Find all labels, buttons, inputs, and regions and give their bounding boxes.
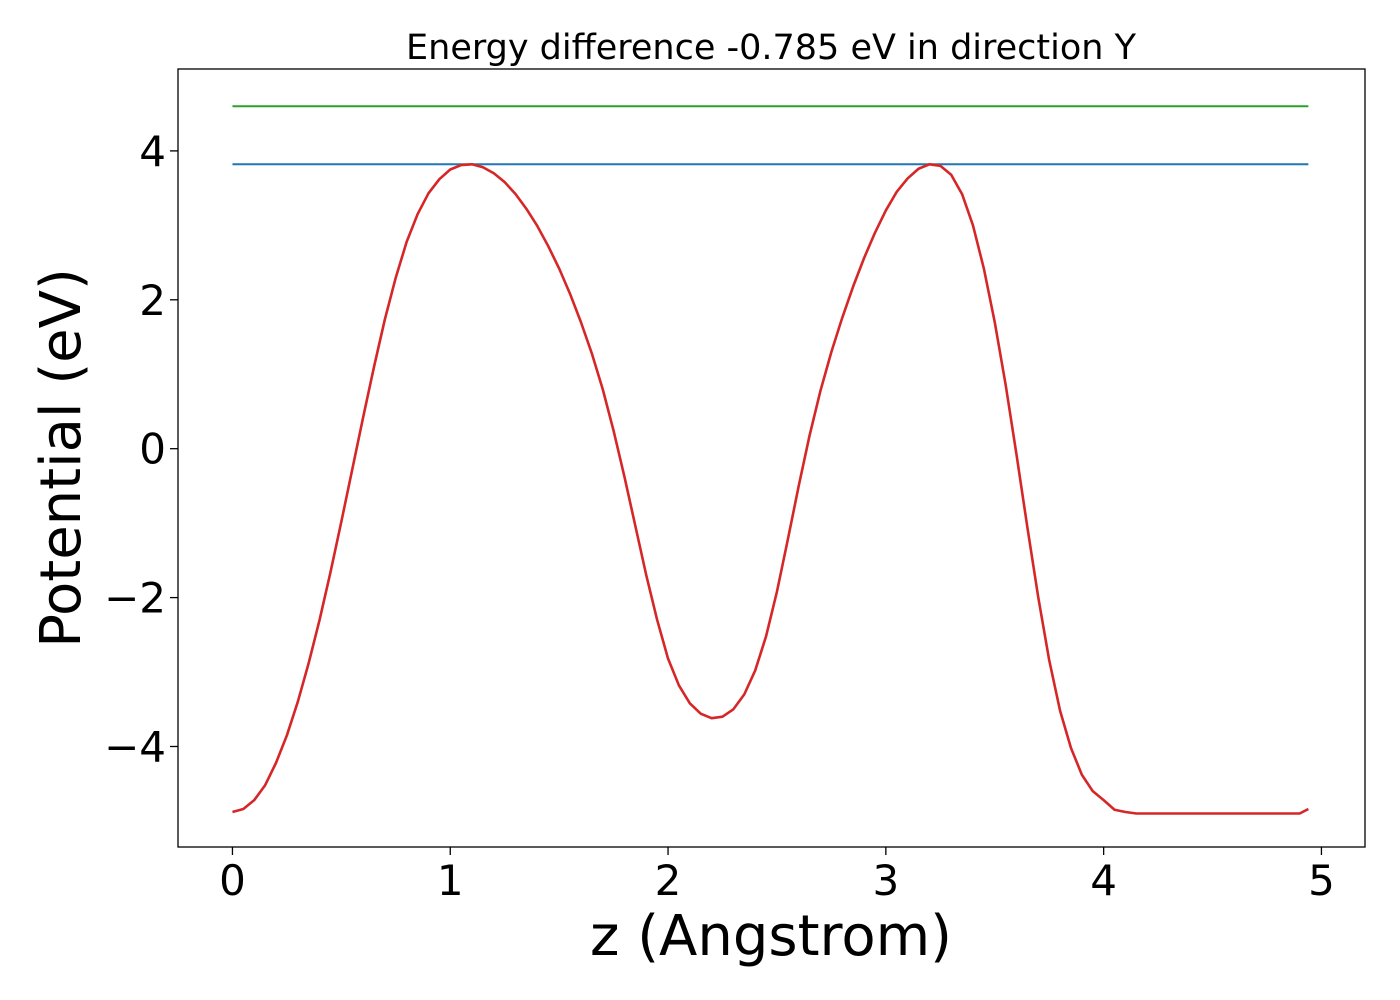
y-axis-title: Potential (eV) [29,268,94,648]
y-ticks: −4 −2 0 2 4 [104,127,178,771]
y-tick-label: −4 [104,722,166,771]
x-ticks: 0 1 2 3 4 5 [219,847,1335,905]
x-tick-label: 2 [655,856,682,905]
series-line-2 [232,163,1309,815]
x-tick-label: 0 [219,856,246,905]
series-layer [232,105,1309,815]
x-tick-label: 3 [872,856,899,905]
x-tick-label: 4 [1090,856,1117,905]
y-tick-label: −2 [104,574,166,623]
y-tick-label: 2 [139,276,166,325]
y-tick-label: 4 [139,127,166,176]
x-tick-label: 5 [1308,856,1335,905]
x-tick-label: 1 [437,856,464,905]
chart-title: Energy difference -0.785 eV in direction… [406,28,1137,68]
plot-frame [177,68,1366,848]
x-axis-title: z (Angstrom) [590,904,952,969]
y-tick-label: 0 [139,425,166,474]
